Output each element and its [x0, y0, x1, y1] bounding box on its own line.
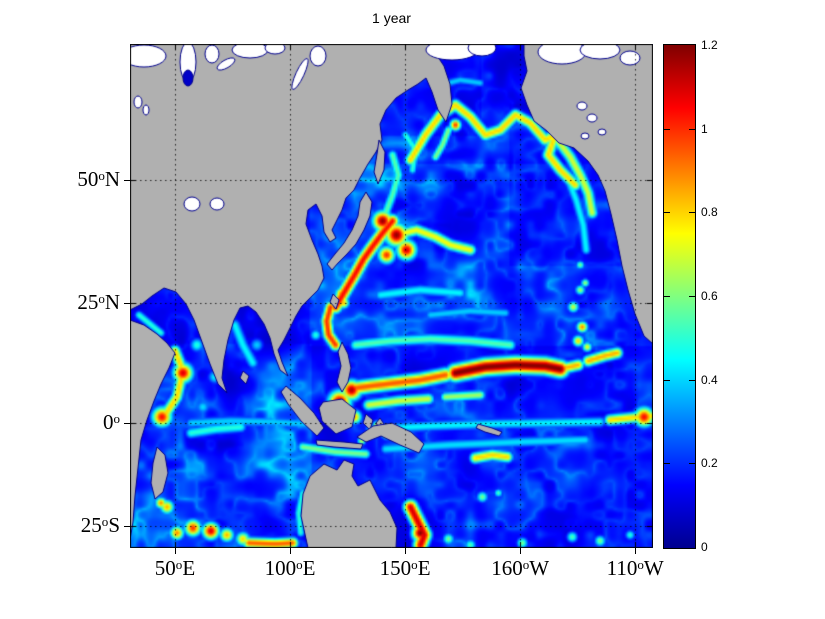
colorbar-label-2: 0.4: [701, 372, 718, 387]
degree-symbol: o: [101, 513, 109, 529]
x-tick-label-1: 100oE: [264, 556, 316, 580]
colorbar-tick-right-2: [689, 380, 695, 381]
x-tick-mark-0: [175, 548, 176, 554]
y-tick-mark-2: [124, 423, 130, 424]
colorbar-label-4: 0.8: [701, 205, 718, 220]
degree-symbol: o: [98, 291, 105, 307]
y-tick-label-2: 0o: [102, 410, 120, 434]
x-tick-mark-4: [635, 548, 636, 554]
colorbar: [663, 44, 696, 549]
colorbar-tick-left-3: [664, 296, 670, 297]
map-heatmap: [130, 44, 653, 548]
degree-symbol: o: [113, 411, 120, 427]
colorbar-tick-right-1: [689, 463, 695, 464]
colorbar-label-5: 1: [701, 121, 708, 136]
plot-title: 1 year: [372, 10, 411, 26]
colorbar-label-3: 0.6: [701, 289, 718, 303]
degree-symbol: o: [522, 557, 530, 573]
colorbar-tick-right-5: [689, 129, 695, 130]
x-tick-label-3: 160oW: [491, 556, 550, 580]
colorbar-label-0: 0: [701, 540, 708, 554]
degree-symbol: o: [98, 168, 105, 184]
y-tick-label-0: 50oN: [77, 167, 120, 192]
x-tick-mark-3: [520, 548, 521, 554]
degree-symbol: o: [637, 557, 644, 573]
x-tick-label-2: 150oE: [379, 556, 431, 580]
colorbar-tick-right-3: [689, 296, 695, 297]
degree-symbol: o: [296, 557, 303, 573]
degree-symbol: o: [411, 557, 418, 573]
colorbar-tick-left-4: [664, 212, 670, 213]
y-tick-label-3: 25oS: [80, 512, 120, 537]
colorbar-label-1: 0.2: [701, 456, 718, 471]
y-tick-mark-1: [124, 303, 130, 304]
x-tick-label-4: 110oW: [606, 556, 664, 580]
x-tick-mark-1: [290, 548, 291, 554]
colorbar-tick-left-1: [664, 463, 670, 464]
y-tick-label-1: 25oN: [77, 290, 120, 315]
y-tick-mark-0: [124, 180, 130, 181]
y-tick-mark-3: [124, 526, 130, 527]
x-tick-label-0: 50oE: [154, 556, 196, 580]
colorbar-tick-right-4: [689, 212, 695, 213]
x-tick-mark-2: [405, 548, 406, 554]
colorbar-tick-left-2: [664, 380, 670, 381]
colorbar-label-6: 1.2: [701, 38, 718, 52]
degree-symbol: o: [175, 557, 183, 573]
colorbar-tick-left-5: [664, 129, 670, 130]
